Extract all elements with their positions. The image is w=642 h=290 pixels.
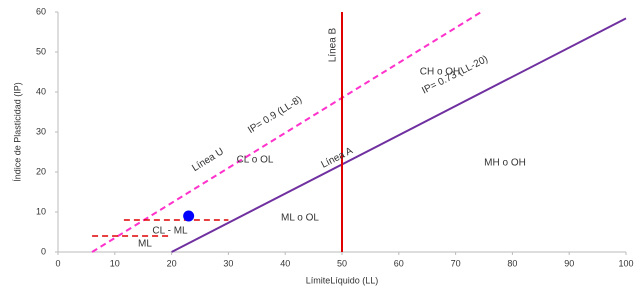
line-label: Línea U: [190, 146, 226, 174]
annotation: MH o OH: [484, 158, 526, 169]
x-tick-label: 0: [55, 258, 60, 268]
y-tick-label: 30: [36, 126, 46, 136]
y-tick-label: 10: [36, 206, 46, 216]
chart: LímiteLíquido (LL) Índice de Plasticidad…: [0, 0, 642, 290]
x-tick-label: 80: [507, 258, 517, 268]
annotation: CL o OL: [237, 155, 274, 166]
y-axis-label: Índice de Plasticidad (IP): [12, 82, 22, 182]
y-tick-label: 0: [41, 246, 46, 256]
y-tick-label: 20: [36, 166, 46, 176]
line-label: Línea B: [328, 27, 339, 62]
series-line: [172, 18, 626, 252]
annotation: IP= 0.9 (LL-8): [246, 94, 304, 136]
x-tick-label: 40: [280, 258, 290, 268]
x-tick-label: 70: [451, 258, 461, 268]
annotation: CH o OH: [420, 67, 461, 78]
x-tick-label: 60: [394, 258, 404, 268]
x-tick-label: 50: [337, 258, 347, 268]
annotation: ML o OL: [281, 213, 319, 224]
data-point: [183, 211, 194, 222]
x-axis-label: LímiteLíquido (LL): [306, 275, 379, 285]
x-tick-label: 90: [564, 258, 574, 268]
annotation: ML: [138, 239, 152, 250]
x-tick-label: 10: [110, 258, 120, 268]
x-tick-label: 20: [167, 258, 177, 268]
x-tick-label: 30: [223, 258, 233, 268]
y-tick-label: 60: [36, 6, 46, 16]
y-tick-label: 40: [36, 86, 46, 96]
y-tick-label: 50: [36, 46, 46, 56]
annotation: CL - ML: [152, 226, 188, 237]
x-tick-label: 100: [618, 258, 633, 268]
